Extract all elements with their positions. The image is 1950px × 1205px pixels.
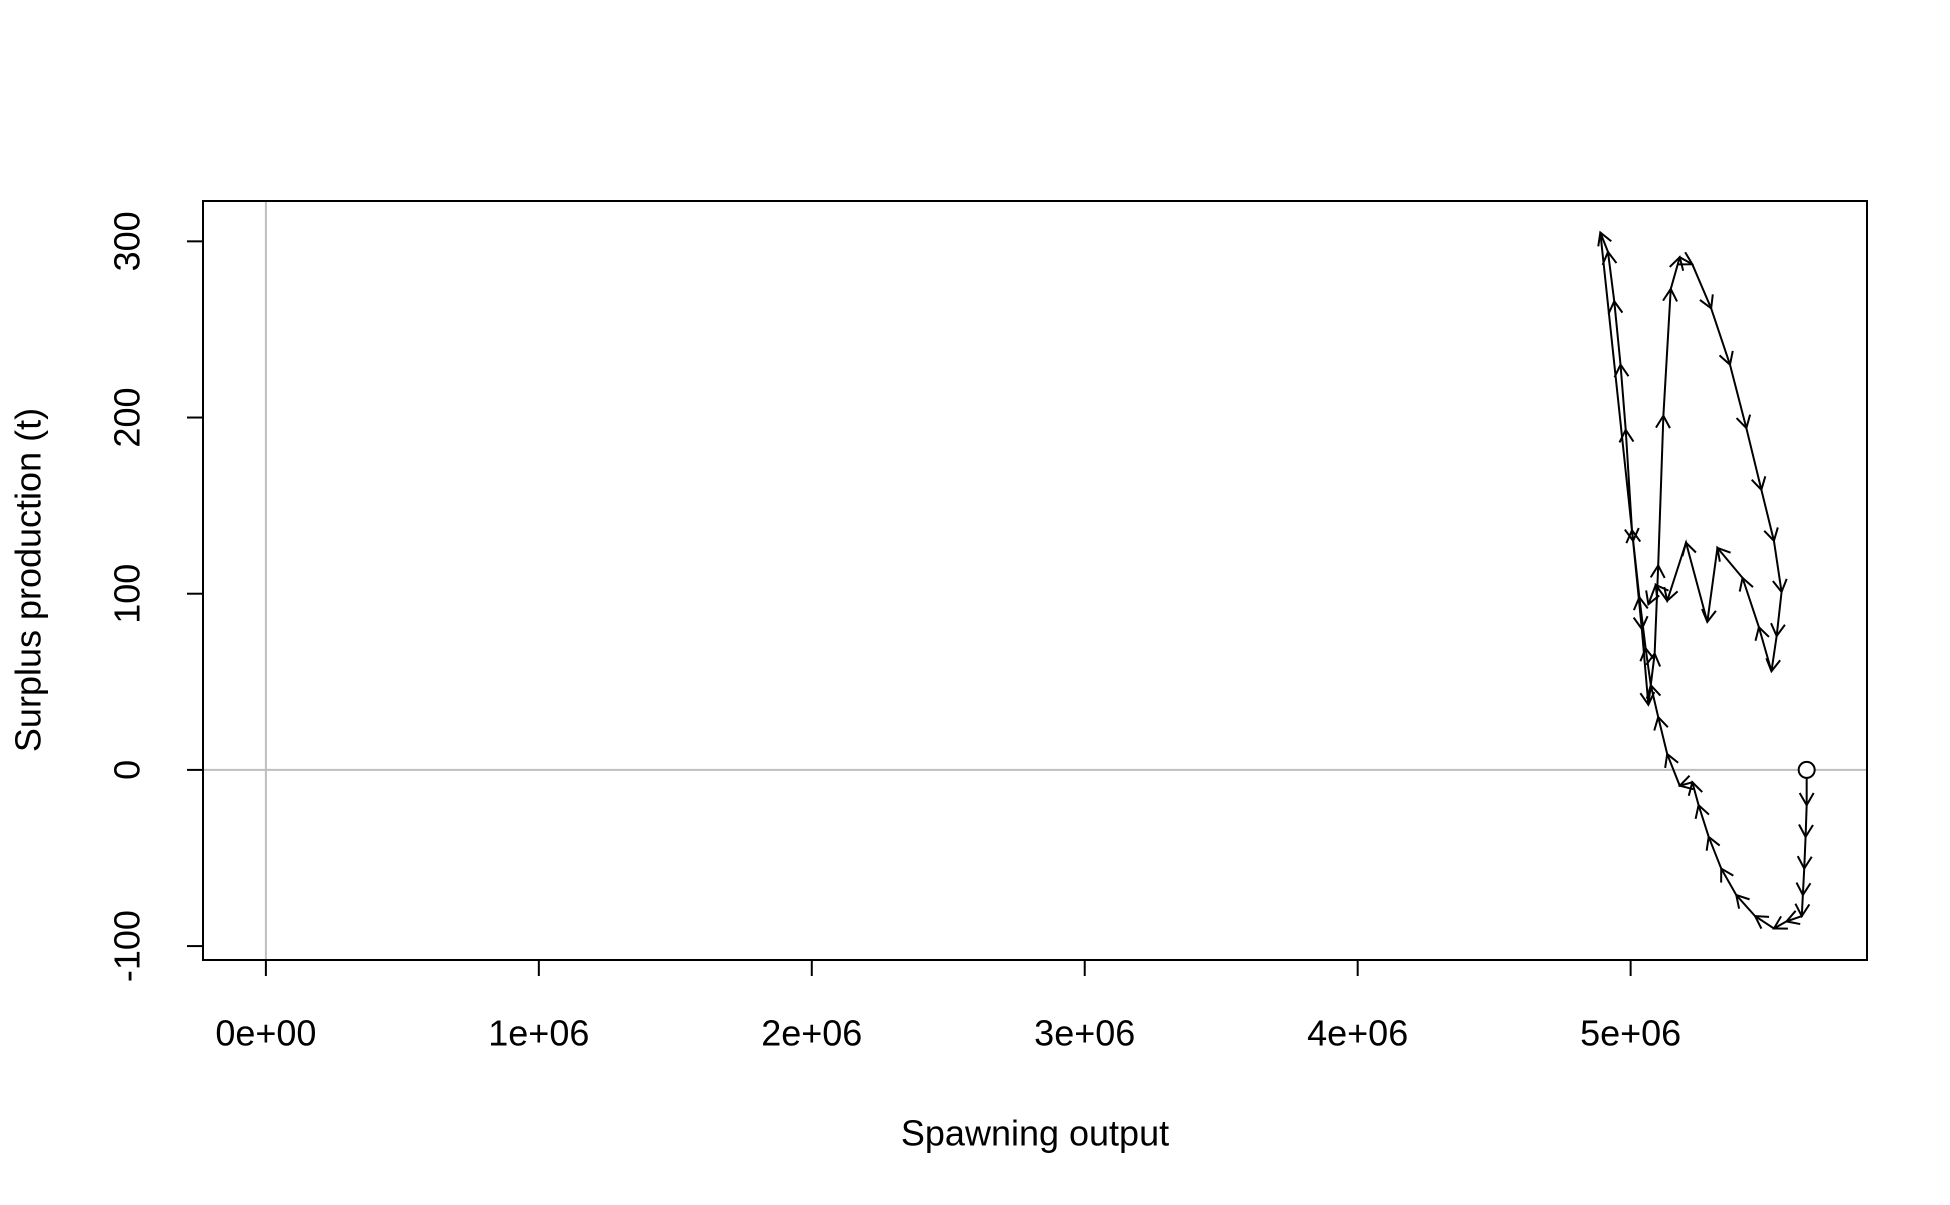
arrow-head [1750, 476, 1767, 492]
arrow-head [1718, 350, 1734, 367]
arrow-head [1639, 691, 1656, 707]
y-tick-label: 0 [107, 760, 148, 780]
y-axis-title: Surplus production (t) [8, 408, 49, 752]
arrow-head [1763, 527, 1779, 543]
x-tick-label: 4e+06 [1307, 1013, 1408, 1054]
arrow-head [1770, 622, 1786, 638]
x-axis-title: Spawning output [901, 1113, 1169, 1154]
arrow-head [1625, 528, 1642, 544]
arrow-head [1795, 882, 1812, 897]
arrow-head [1677, 775, 1694, 791]
arrow-head [1772, 915, 1788, 930]
arrow-head [1705, 834, 1721, 851]
y-tick-label: -100 [107, 910, 148, 982]
arrow-head [1669, 255, 1685, 272]
arrow-head [1798, 824, 1814, 839]
arrow-head [1624, 527, 1640, 543]
arrow-head [1772, 578, 1788, 594]
arrow-head [1645, 651, 1662, 667]
y-tick-label: 300 [107, 211, 148, 271]
arrow-head [1655, 413, 1671, 429]
arrow-head [1694, 803, 1710, 820]
arrow-head [1654, 583, 1669, 599]
arrow-head [1618, 427, 1635, 443]
x-tick-label: 2e+06 [761, 1013, 862, 1054]
arrow-head [1738, 575, 1754, 592]
arrow-head [1753, 915, 1770, 930]
arrow-head [1798, 792, 1815, 808]
arrow-head [1794, 903, 1811, 919]
arrow-head [1601, 249, 1618, 266]
arrow-head [1597, 230, 1612, 247]
arrow-head [1613, 362, 1630, 378]
y-tick-label: 200 [107, 387, 148, 447]
arrow-head [1681, 540, 1697, 557]
x-tick-label: 1e+06 [488, 1013, 589, 1054]
x-tick-label: 0e+00 [215, 1013, 316, 1054]
x-tick-label: 5e+06 [1580, 1013, 1681, 1054]
arrow-head [1632, 595, 1649, 611]
arrow-head [1735, 414, 1752, 431]
arrow-head [1701, 608, 1717, 624]
x-tick-label: 3e+06 [1034, 1013, 1135, 1054]
arrow-head [1734, 893, 1750, 909]
trajectory-line [1599, 232, 1808, 930]
arrow-head [1784, 910, 1801, 926]
arrow-head [1645, 590, 1660, 607]
arrow-head [1662, 286, 1678, 302]
start-point [1797, 760, 1816, 779]
arrow-head [1699, 294, 1714, 311]
arrow-head [1687, 780, 1703, 797]
arrow-head [1720, 866, 1734, 883]
arrow-head [1678, 251, 1695, 266]
arrow-head [1639, 646, 1656, 662]
arrow-head [1607, 299, 1624, 315]
y-tick-label: 100 [107, 564, 148, 624]
arrow-head [1632, 615, 1649, 631]
arrow-head [1716, 546, 1731, 562]
arrow-head [1664, 752, 1679, 769]
arrow-head [1653, 715, 1669, 731]
plot-frame [202, 200, 1868, 961]
arrow-head [1649, 563, 1666, 579]
arrow-head [1796, 855, 1813, 871]
arrow-head [1663, 586, 1679, 603]
arrow-head [1754, 625, 1770, 642]
arrow-head [1645, 683, 1662, 700]
arrow-head [1765, 657, 1781, 674]
